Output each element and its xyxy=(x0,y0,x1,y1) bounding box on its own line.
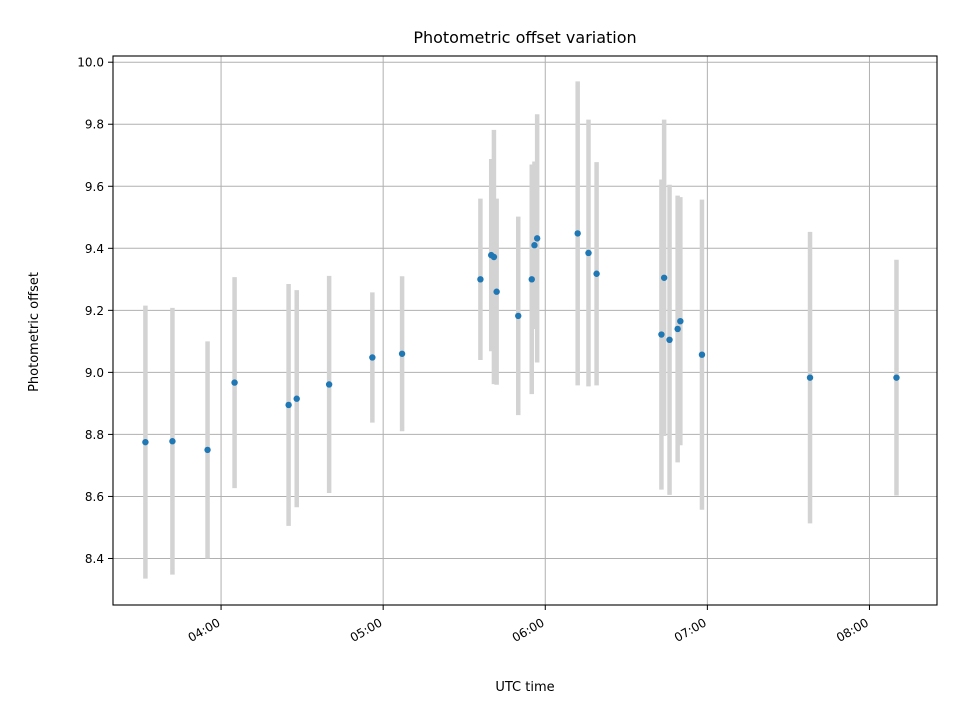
marker-layer xyxy=(142,230,900,454)
data-point xyxy=(658,331,665,338)
data-point xyxy=(369,354,376,361)
x-tick-label: 07:00 xyxy=(672,615,709,644)
data-point xyxy=(660,274,668,281)
data-point xyxy=(593,270,600,277)
y-axis: 8.4 8.6 8.8 9.0 9.2 9.4 9.6 9.8 10.0 xyxy=(77,56,113,566)
data-point xyxy=(204,446,211,454)
data-point xyxy=(515,312,522,320)
grid-lines xyxy=(113,56,937,605)
x-axis-label: UTC time xyxy=(495,680,554,695)
data-point xyxy=(293,395,300,402)
x-tick-label: 06:00 xyxy=(510,615,547,644)
data-point xyxy=(674,325,681,333)
y-tick-label: 8.6 xyxy=(85,490,104,504)
data-point xyxy=(493,288,500,295)
y-tick-label: 10.0 xyxy=(77,56,104,70)
y-tick-label: 9.2 xyxy=(85,304,104,318)
y-tick-label: 9.6 xyxy=(85,180,104,194)
data-point xyxy=(806,374,814,381)
data-point xyxy=(677,317,684,325)
x-axis: 04:00 05:00 06:00 07:00 08:00 xyxy=(186,605,871,645)
x-tick-label: 04:00 xyxy=(186,615,223,644)
x-tick-label: 05:00 xyxy=(348,615,385,644)
errorbar-layer xyxy=(143,81,899,579)
y-tick-label: 8.4 xyxy=(85,552,104,566)
data-point xyxy=(585,249,592,257)
chart-title: Photometric offset variation xyxy=(413,28,636,47)
data-point xyxy=(528,276,535,283)
data-point xyxy=(142,438,149,446)
data-point xyxy=(285,401,292,409)
data-point xyxy=(231,379,238,386)
data-point xyxy=(574,230,581,237)
data-point xyxy=(698,351,706,358)
y-tick-label: 9.0 xyxy=(85,366,104,380)
data-point xyxy=(893,374,900,381)
data-point xyxy=(533,235,541,242)
y-tick-label: 9.8 xyxy=(85,118,104,132)
data-point xyxy=(477,276,484,283)
data-point xyxy=(169,438,176,445)
data-point xyxy=(490,253,498,261)
plot-area xyxy=(112,55,938,606)
data-point xyxy=(325,381,333,388)
y-tick-label: 9.4 xyxy=(85,242,104,256)
data-point xyxy=(666,336,673,344)
y-tick-label: 8.8 xyxy=(85,428,104,442)
data-point xyxy=(398,350,406,357)
data-point xyxy=(531,242,538,249)
plot-frame xyxy=(112,55,938,606)
y-axis-label: Photometric offset xyxy=(27,272,42,392)
x-tick-label: 08:00 xyxy=(834,615,871,644)
